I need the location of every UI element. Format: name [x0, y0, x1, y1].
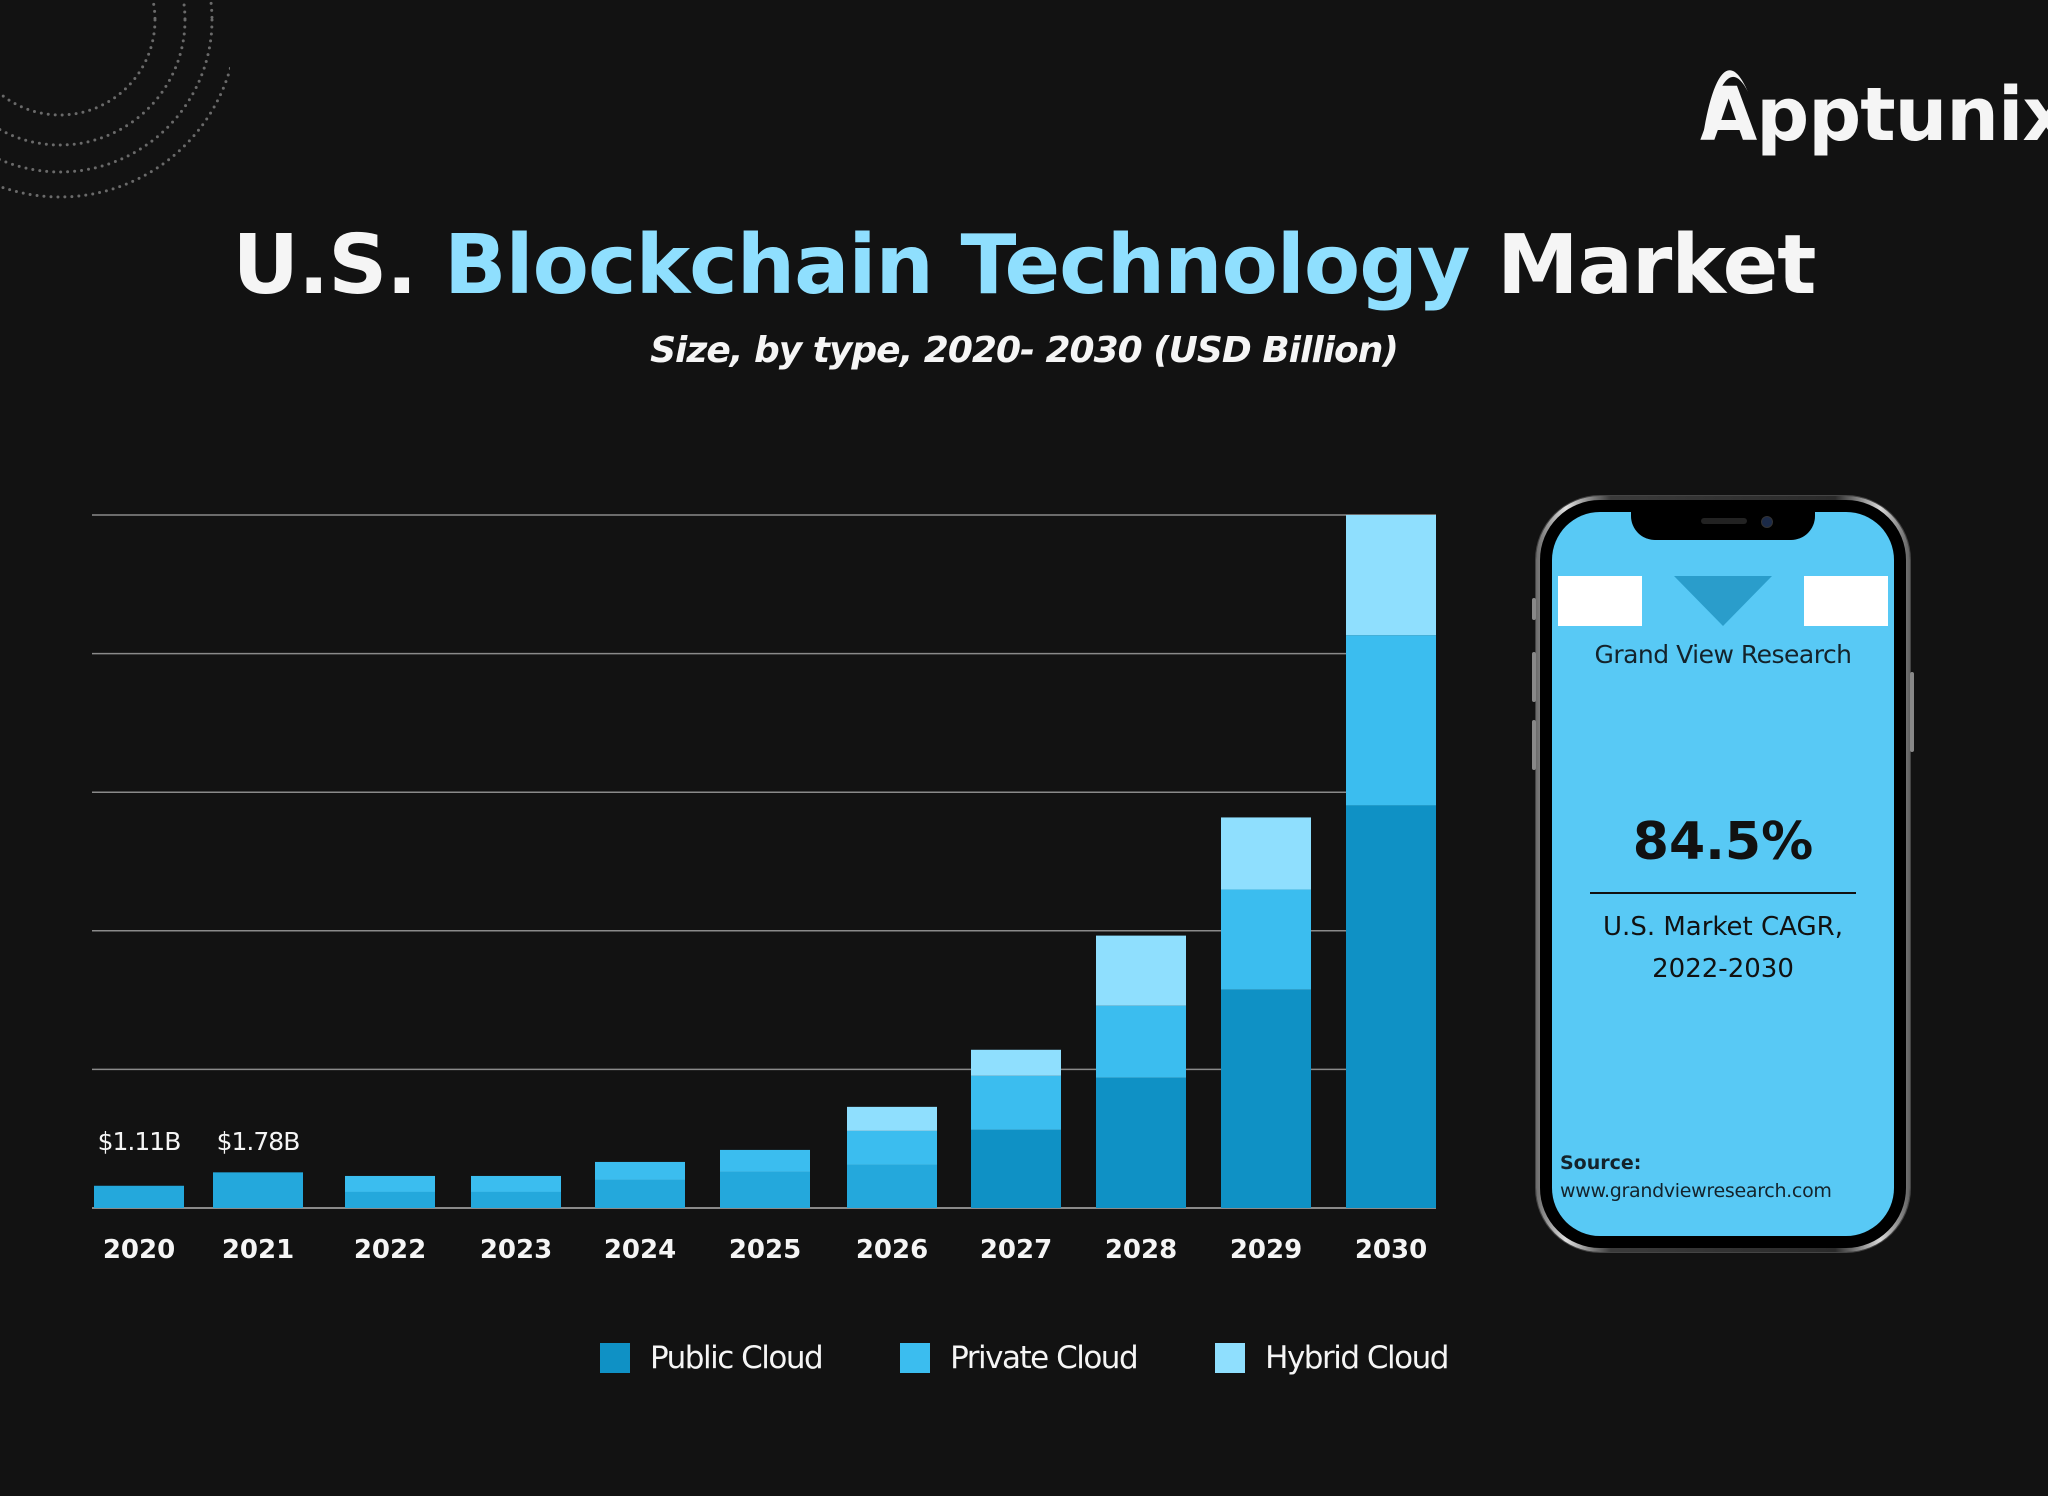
bar-segment-hybrid-cloud-2026 [847, 1106, 937, 1131]
phone-volume-down-button [1532, 720, 1536, 770]
bar-segment-public-cloud-2026 [847, 1164, 937, 1208]
publisher-logo-block-right [1804, 576, 1888, 626]
bar-segment-private-cloud-2029 [1221, 889, 1311, 990]
legend-label: Private Cloud [950, 1340, 1138, 1376]
bar-segment-private-cloud-2024 [595, 1161, 685, 1180]
page-subtitle: Size, by type, 2020- 2030 (USD Billion) [650, 330, 1399, 371]
bar-segment-public-cloud-2029 [1221, 989, 1311, 1208]
publisher-logo-block-left [1558, 576, 1642, 626]
cagr-label: U.S. Market CAGR, 2022-2030 [1552, 906, 1894, 990]
chart-legend: Public Cloud Private Cloud Hybrid Cloud [600, 1340, 1526, 1376]
speaker-icon [1701, 518, 1747, 524]
cagr-label-line2: 2022-2030 [1652, 954, 1794, 984]
publisher-name: Grand View Research [1594, 640, 1852, 669]
bar-segment-private-cloud-2026 [847, 1130, 937, 1165]
apptunix-logo: Apptunix [1700, 52, 2048, 152]
cagr-label-line1: U.S. Market CAGR, [1603, 912, 1843, 942]
bar-segment-hybrid-cloud-2027 [971, 1049, 1061, 1076]
dotted-circles-decoration [0, 0, 230, 199]
phone-side-button [1532, 598, 1536, 620]
bar-segment-hybrid-cloud-2030 [1346, 515, 1436, 636]
phone-bezel: Grand View Research 84.5% U.S. Market CA… [1540, 500, 1906, 1248]
bar-segment-private-cloud-2025 [720, 1149, 810, 1172]
bar-segment-public-cloud-2022 [345, 1191, 435, 1208]
legend-item-private-cloud: Private Cloud [900, 1340, 1139, 1376]
data-label: $1.78B [217, 1127, 300, 1156]
legend-swatch-public-cloud [600, 1343, 630, 1373]
title-suffix: Market [1496, 218, 1817, 313]
source-heading: Source: [1560, 1152, 1642, 1174]
logo-arc-icon [1704, 70, 1748, 130]
phone-power-button [1910, 672, 1914, 752]
page-title: U.S. Blockchain Technology Market [0, 218, 2048, 313]
bar-segment-private-cloud-2028 [1096, 1005, 1186, 1078]
cagr-divider [1590, 892, 1856, 894]
bar-segment-private-cloud-2023 [471, 1175, 561, 1192]
stacked-bar-chart: 2020 2021 2022 2023 2024 2025 2026 2027 2028 2029… [92, 514, 1436, 1265]
legend-item-public-cloud: Public Cloud [600, 1340, 824, 1376]
bar-segment-public-cloud-2021 [213, 1172, 303, 1208]
x-tick-label: 2026 [856, 1235, 928, 1265]
phone-screen: Grand View Research 84.5% U.S. Market CA… [1552, 512, 1894, 1236]
bar-segment-hybrid-cloud-2029 [1221, 817, 1311, 890]
source-url: www.grandviewresearch.com [1560, 1180, 1832, 1202]
legend-item-hybrid-cloud: Hybrid Cloud [1215, 1340, 1449, 1376]
bar-segment-public-cloud-2020 [94, 1185, 184, 1208]
x-tick-label: 2022 [354, 1235, 426, 1265]
title-highlight: Blockchain Technology [444, 218, 1470, 313]
legend-swatch-private-cloud [900, 1343, 931, 1373]
x-tick-label: 2020 [103, 1235, 175, 1265]
x-tick-label: 2023 [480, 1235, 552, 1265]
cagr-value: 84.5% [1632, 812, 1814, 872]
legend-label: Hybrid Cloud [1265, 1340, 1449, 1376]
bar-segment-private-cloud-2027 [971, 1075, 1061, 1130]
data-label: $1.11B [98, 1127, 181, 1156]
logo-text: Apptunix [1700, 72, 2048, 158]
bar-segment-public-cloud-2028 [1096, 1077, 1186, 1208]
x-tick-label: 2030 [1355, 1235, 1427, 1265]
bar-segment-public-cloud-2023 [471, 1191, 561, 1208]
x-tick-label: 2021 [222, 1235, 294, 1265]
x-tick-label: 2029 [1230, 1235, 1302, 1265]
camera-icon [1761, 516, 1773, 528]
bar-segment-public-cloud-2025 [720, 1171, 810, 1208]
bar-segment-public-cloud-2030 [1346, 805, 1436, 1208]
bar-segment-private-cloud-2022 [345, 1175, 435, 1192]
bar-segment-public-cloud-2024 [595, 1179, 685, 1208]
phone-volume-up-button [1532, 652, 1536, 702]
x-tick-label: 2024 [604, 1235, 676, 1265]
phone-notch [1631, 512, 1815, 540]
bar-segment-private-cloud-2030 [1346, 635, 1436, 806]
bar-segment-public-cloud-2027 [971, 1129, 1061, 1208]
title-prefix: U.S. [232, 218, 418, 313]
x-tick-label: 2027 [980, 1235, 1052, 1265]
bar-segment-hybrid-cloud-2028 [1096, 935, 1186, 1006]
x-tick-label: 2028 [1105, 1235, 1177, 1265]
legend-label: Public Cloud [650, 1340, 824, 1376]
bars [94, 515, 1436, 1208]
publisher-logo-triangle-icon [1674, 576, 1772, 626]
x-tick-label: 2025 [729, 1235, 801, 1265]
legend-swatch-hybrid-cloud [1215, 1343, 1246, 1373]
phone-mockup: Grand View Research 84.5% U.S. Market CA… [1532, 496, 1914, 1252]
labels: 2020 2021 2022 2023 2024 2025 2026 2027 2028 2029… [98, 1127, 1428, 1265]
